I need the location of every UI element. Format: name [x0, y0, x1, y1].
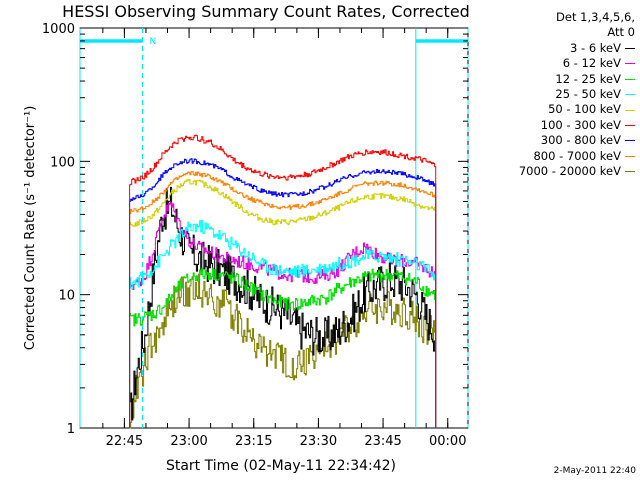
legend: Det 1,3,4,5,6, Att 0 3 - 6 keV 6 - 12 keV… [470, 10, 635, 179]
legend-swatch [625, 125, 635, 127]
legend-entries: 3 - 6 keV 6 - 12 keV 12 - 25 keV 25 - 50 ke… [470, 41, 635, 180]
x-tick-label: 23:45 [364, 434, 401, 449]
y-axis-label: Corrected Count Rate (s⁻¹ detector⁻¹) [23, 106, 38, 351]
legend-swatch [625, 155, 635, 157]
legend-label: 100 - 300 keV [540, 117, 621, 132]
night-markers: N [79, 28, 469, 428]
legend-label: 300 - 800 keV [540, 133, 621, 148]
series-line-800-7000-kev [129, 171, 437, 428]
legend-entry: 3 - 6 keV [470, 41, 635, 56]
timestamp-stamp: 2-May-2011 22:40 [553, 466, 636, 476]
y-tick-label: 1000 [42, 22, 75, 37]
series-line-6-12-kev [129, 202, 437, 428]
x-tick-label: 23:15 [235, 434, 272, 449]
legend-swatch [625, 109, 635, 111]
x-tick-label: 22:45 [106, 434, 143, 449]
series-line-300-800-kev [129, 158, 437, 428]
night-marker-label: N [150, 37, 157, 47]
x-tick-label: 00:00 [429, 434, 466, 449]
legend-swatch [625, 171, 635, 173]
legend-label: 25 - 50 keV [555, 87, 621, 102]
y-tick-label: 10 [58, 289, 75, 304]
legend-label: 7000 - 20000 keV [518, 164, 621, 179]
chart-title: HESSI Observing Summary Count Rates, Cor… [62, 2, 470, 21]
legend-header-line-1: Det 1,3,4,5,6, [556, 10, 635, 24]
legend-label: 50 - 100 keV [548, 102, 621, 117]
legend-entry: 50 - 100 keV [470, 102, 635, 117]
legend-header-line-2: Att 0 [607, 25, 635, 40]
legend-swatch [625, 48, 635, 50]
legend-label: 800 - 7000 keV [533, 148, 621, 163]
legend-swatch [625, 63, 635, 65]
series-line-50-100-kev [129, 179, 437, 428]
legend-entry: 100 - 300 keV [470, 118, 635, 133]
legend-label: 3 - 6 keV [570, 40, 621, 55]
axes-ticks: 1 10 100 1000 22:45 23:00 23:15 23:30 23:45 00:00 [42, 22, 468, 449]
series-line-12-25-kev [129, 267, 437, 428]
legend-label: 6 - 12 keV [562, 56, 621, 71]
legend-label: 12 - 25 keV [555, 71, 621, 86]
legend-entry: 300 - 800 keV [470, 133, 635, 148]
legend-entry: 25 - 50 keV [470, 87, 635, 102]
legend-entry: 12 - 25 keV [470, 72, 635, 87]
series-line-100-300-kev [129, 134, 437, 428]
legend-entry: 800 - 7000 keV [470, 149, 635, 164]
series-layer [129, 134, 437, 429]
legend-entry: 6 - 12 keV [470, 56, 635, 71]
y-tick-label: 1 [67, 422, 75, 437]
x-tick-label: 23:00 [170, 434, 207, 449]
series-line-3-6-kev [129, 186, 437, 428]
legend-swatch [625, 78, 635, 80]
legend-swatch [625, 94, 635, 96]
legend-entry: 7000 - 20000 keV [470, 164, 635, 179]
series-line-7000-20000-kev [129, 273, 437, 429]
y-tick-label: 100 [50, 155, 75, 170]
series-line-25-50-kev [129, 220, 437, 428]
x-axis-label: Start Time (02-May-11 22:34:42) [166, 458, 396, 474]
x-tick-label: 23:30 [300, 434, 337, 449]
legend-swatch [625, 140, 635, 142]
